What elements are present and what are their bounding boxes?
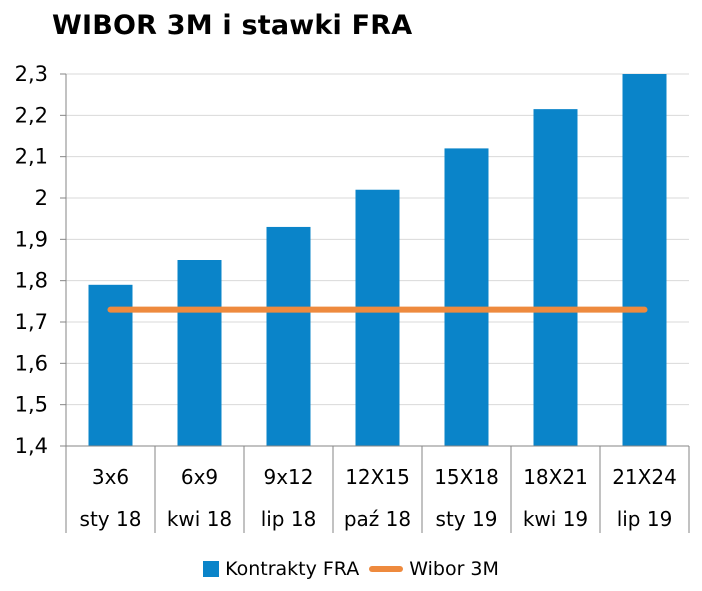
x-category-date-label: sty 19	[436, 507, 498, 531]
x-category-label: 6x9	[181, 465, 218, 489]
y-tick-label: 1,4	[15, 434, 48, 458]
y-tick-label: 2,2	[15, 103, 48, 127]
bar-fra	[444, 148, 489, 446]
x-category-date-label: paź 18	[344, 507, 411, 531]
legend-item-wibor: Wibor 3M	[369, 558, 499, 580]
x-category-date-label: lip 19	[617, 507, 673, 531]
y-tick-label: 1,9	[15, 227, 48, 251]
x-category-label: 18X21	[523, 465, 588, 489]
x-category-label: 3x6	[92, 465, 129, 489]
x-category-label: 9x12	[263, 465, 313, 489]
y-tick-label: 2	[35, 186, 48, 210]
x-category-label: 15X18	[434, 465, 499, 489]
x-category-date-label: sty 18	[80, 507, 142, 531]
bar-fra	[355, 189, 400, 446]
x-category-label: 21X24	[612, 465, 677, 489]
bar-fra	[533, 109, 578, 446]
y-tick-label: 1,5	[15, 393, 48, 417]
x-category-date-label: lip 18	[261, 507, 317, 531]
y-tick-label: 1,6	[15, 351, 48, 375]
x-category-label: 12X15	[345, 465, 410, 489]
x-category-date-label: kwi 19	[523, 507, 588, 531]
y-tick-label: 1,7	[15, 310, 48, 334]
y-tick-labels: 1,4 1,5 1,6 1,7 1,8 1,9 2 2,1 2,2 2,3	[15, 62, 48, 458]
bar-fra	[177, 260, 222, 446]
y-tick-label: 2,1	[15, 145, 48, 169]
legend-label-wibor: Wibor 3M	[409, 558, 499, 580]
axes	[60, 73, 690, 533]
y-tick-label: 2,3	[15, 62, 48, 86]
legend-label-fra: Kontrakty FRA	[225, 558, 360, 580]
bar-series	[88, 74, 667, 446]
chart-title: WIBOR 3M i stawki FRA	[52, 10, 413, 41]
legend: Kontrakty FRA Wibor 3M	[0, 558, 702, 580]
bar-fra	[622, 74, 667, 446]
x-category-date-label: kwi 18	[167, 507, 232, 531]
legend-item-fra: Kontrakty FRA	[203, 558, 359, 580]
legend-swatch-fra	[203, 561, 220, 577]
y-tick-label: 1,8	[15, 269, 48, 293]
legend-swatch-wibor	[369, 566, 404, 572]
bar-fra	[266, 226, 311, 446]
x-category-labels: 3x6 sty 18 6x9 kwi 18 9x12 lip 18 12X15 paź 18 1…	[80, 465, 677, 531]
